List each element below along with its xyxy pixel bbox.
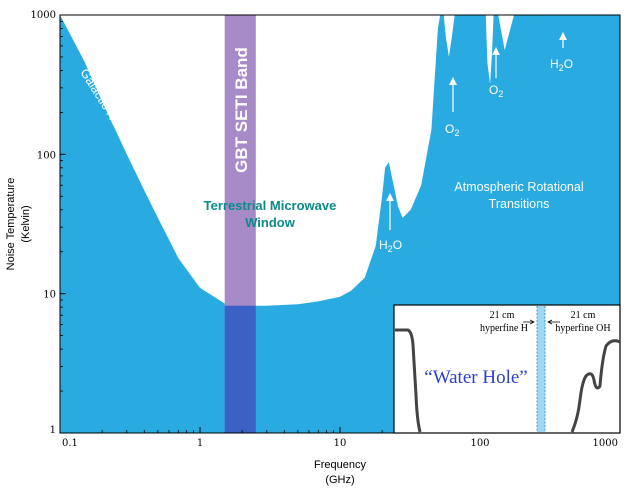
inset-h-arrow: [523, 319, 535, 325]
y-tick-label: 1000: [31, 10, 56, 21]
inset-right-curve: [570, 339, 621, 433]
svg-text:O2: O2: [445, 122, 459, 138]
y-axis-title-unit: (Kelvin): [20, 205, 32, 242]
x-tick-label: 10: [334, 438, 347, 449]
x-axis-title-unit: (GHz): [325, 474, 354, 486]
inset-oh-label-line1: 21 cm: [571, 310, 596, 321]
atmos-label-line2: Transitions: [489, 197, 550, 211]
inset-left-curve: [395, 328, 422, 433]
h2o-183ghz-marker: H2O: [550, 32, 573, 73]
svg-text:H2O: H2O: [550, 57, 573, 73]
inset-h-label-line1: 21 cm: [490, 310, 515, 321]
x-tick-label: 0.1: [62, 438, 78, 449]
o2-60ghz-marker: O2: [445, 77, 459, 138]
atmos-label-line1: Atmospheric Rotational: [454, 180, 583, 194]
inset-oh-arrow: [547, 319, 560, 325]
x-tick-label: 100: [470, 438, 489, 449]
y-axis: 1 10 100 1000: [31, 10, 66, 436]
water-hole-band: [537, 306, 545, 432]
svg-text:O2: O2: [489, 83, 503, 99]
x-tick-label: 1000: [593, 438, 618, 449]
x-tick-label: 1: [197, 438, 203, 449]
h2o-22ghz-marker: H2O: [379, 193, 402, 254]
y-tick-label: 1: [50, 425, 56, 436]
y-tick-label: 100: [37, 150, 56, 161]
water-hole-label: “Water Hole”: [424, 367, 527, 388]
window-label-line2: Window: [245, 215, 296, 230]
window-label-line1: Terrestrial Microwave: [204, 198, 337, 213]
o2-118ghz-marker: O2: [489, 47, 503, 99]
inset-frame: [393, 304, 621, 434]
seti-band-overlap: [224, 305, 256, 433]
svg-text:H2O: H2O: [379, 238, 402, 254]
x-axis-title: Frequency: [314, 459, 366, 471]
y-axis-title: Noise Temperature: [5, 178, 17, 271]
inset-oh-label-line2: hyperfine OH: [555, 323, 610, 334]
water-hole-inset: 21 cm hyperfine H 21 cm hyperfine OH “Wa…: [393, 304, 621, 434]
inset-h-label-line2: hyperfine H: [480, 323, 528, 334]
seti-band-label: GBT SETI Band: [232, 47, 251, 173]
y-tick-label: 10: [43, 290, 56, 301]
